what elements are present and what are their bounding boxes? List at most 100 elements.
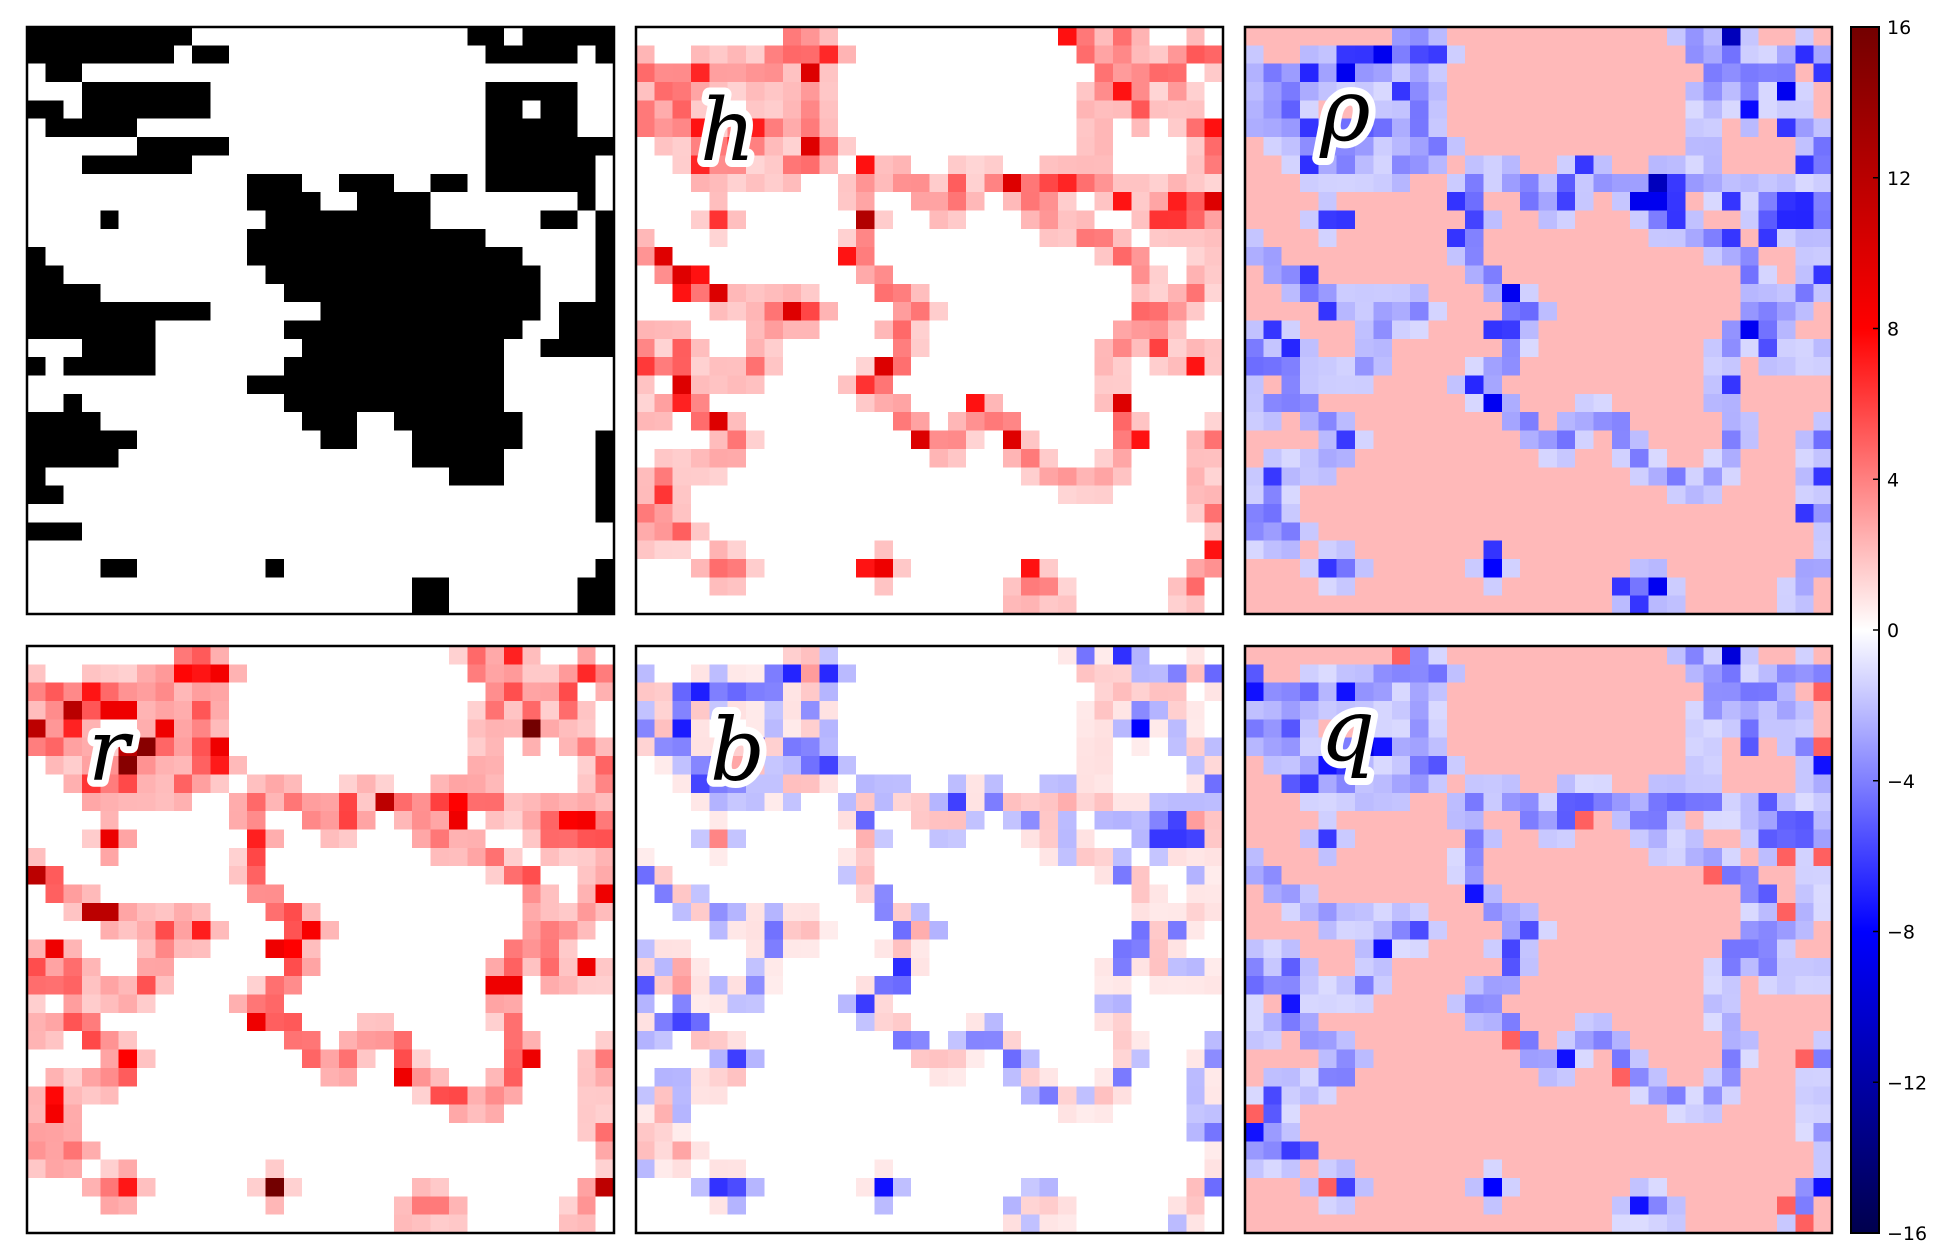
- heatmap-cell: [357, 994, 376, 1014]
- heatmap-cell: [430, 577, 450, 597]
- heatmap-cell: [1666, 522, 1686, 542]
- heatmap-cell: [1355, 63, 1374, 83]
- heatmap-cell: [1666, 375, 1686, 395]
- heatmap-cell: [837, 558, 857, 578]
- heatmap-cell: [1520, 503, 1539, 523]
- heatmap-cell: [467, 719, 486, 739]
- heatmap-cell: [1538, 210, 1558, 230]
- heatmap-cell: [265, 228, 285, 248]
- heatmap-cell: [1428, 192, 1448, 211]
- heatmap-cell: [874, 448, 894, 468]
- heatmap-cell: [1611, 485, 1631, 505]
- heatmap-cell: [1076, 118, 1095, 138]
- heatmap-cell: [1336, 45, 1356, 65]
- heatmap-cell: [118, 210, 138, 230]
- heatmap-cell: [430, 430, 450, 450]
- heatmap-cell: [856, 595, 875, 615]
- heatmap-cell: [503, 338, 523, 358]
- heatmap-cell: [984, 1031, 1004, 1050]
- heatmap-cell: [63, 847, 83, 867]
- heatmap-cell: [929, 1031, 949, 1050]
- heatmap-cell: [636, 811, 655, 830]
- heatmap-cell: [782, 811, 802, 830]
- heatmap-cell: [1703, 338, 1723, 358]
- heatmap-cell: [375, 155, 395, 175]
- heatmap-cell: [82, 994, 101, 1014]
- heatmap-cell: [155, 302, 175, 321]
- heatmap-cell: [45, 774, 65, 794]
- heatmap-cell: [1204, 1086, 1224, 1105]
- heatmap-cell: [393, 1141, 413, 1161]
- heatmap-cell: [467, 522, 486, 542]
- heatmap-cell: [1094, 792, 1114, 812]
- heatmap-cell: [1167, 957, 1187, 977]
- heatmap-cell: [338, 45, 358, 65]
- heatmap-cell: [892, 884, 912, 904]
- heatmap-cell: [283, 921, 303, 940]
- heatmap-cell: [82, 595, 101, 615]
- heatmap-cell: [837, 192, 857, 211]
- heatmap-cell: [1131, 664, 1151, 684]
- heatmap-cell: [672, 1031, 692, 1050]
- heatmap-cell: [1057, 302, 1077, 321]
- heatmap-cell: [485, 774, 505, 794]
- heatmap-cell: [636, 82, 655, 101]
- heatmap-cell: [467, 811, 486, 830]
- heatmap-cell: [1465, 540, 1484, 560]
- heatmap-cell: [1021, 485, 1040, 505]
- heatmap-cell: [746, 577, 765, 597]
- heatmap-cell: [1721, 228, 1741, 248]
- heatmap-cell: [558, 595, 578, 615]
- heatmap-cell: [265, 210, 285, 230]
- heatmap-cell: [375, 393, 395, 413]
- heatmap-cell: [1002, 137, 1022, 156]
- heatmap-cell: [782, 302, 802, 321]
- heatmap-cell: [82, 737, 101, 757]
- heatmap-cell: [467, 393, 486, 413]
- heatmap-cell: [1186, 884, 1206, 904]
- heatmap-cell: [412, 485, 431, 505]
- heatmap-cell: [1336, 558, 1356, 578]
- heatmap-cell: [540, 522, 560, 542]
- heatmap-cell: [228, 976, 248, 995]
- heatmap-cell: [393, 155, 413, 175]
- heatmap-cell: [540, 682, 560, 702]
- heatmap-cell: [1300, 265, 1319, 285]
- heatmap-cell: [1465, 265, 1484, 285]
- heatmap-cell: [911, 847, 930, 867]
- heatmap-cell: [27, 1012, 46, 1032]
- heatmap-cell: [393, 45, 413, 65]
- heatmap-cell: [1131, 137, 1151, 156]
- heatmap-cell: [1300, 228, 1319, 248]
- heatmap-cell: [782, 320, 802, 340]
- heatmap-cell: [1167, 283, 1187, 303]
- heatmap-cell: [192, 719, 211, 739]
- heatmap-cell: [320, 302, 340, 321]
- heatmap-cell: [1094, 1122, 1114, 1142]
- heatmap-cell: [1721, 247, 1741, 266]
- heatmap-cell: [558, 302, 578, 321]
- heatmap-cell: [228, 412, 248, 431]
- heatmap-cell: [1685, 522, 1704, 542]
- heatmap-cell: [265, 792, 285, 812]
- heatmap-cell: [63, 682, 83, 702]
- heatmap-cell: [636, 682, 655, 702]
- heatmap-cell: [192, 1159, 211, 1179]
- heatmap-cell: [1112, 811, 1132, 830]
- heatmap-cell: [947, 375, 967, 395]
- heatmap-cell: [636, 1012, 655, 1032]
- heatmap-cell: [1204, 829, 1224, 849]
- heatmap-cell: [1076, 756, 1095, 775]
- heatmap-cell: [636, 155, 655, 175]
- heatmap-cell: [393, 412, 413, 431]
- heatmap-cell: [522, 577, 542, 597]
- heatmap-cell: [503, 27, 523, 46]
- heatmap-cell: [375, 792, 395, 812]
- heatmap-cell: [137, 228, 156, 248]
- heatmap-cell: [485, 1104, 505, 1124]
- heatmap-cell: [63, 375, 83, 395]
- heatmap-cell: [746, 792, 765, 812]
- heatmap-cell: [1002, 792, 1022, 812]
- heatmap-cell: [1245, 320, 1264, 340]
